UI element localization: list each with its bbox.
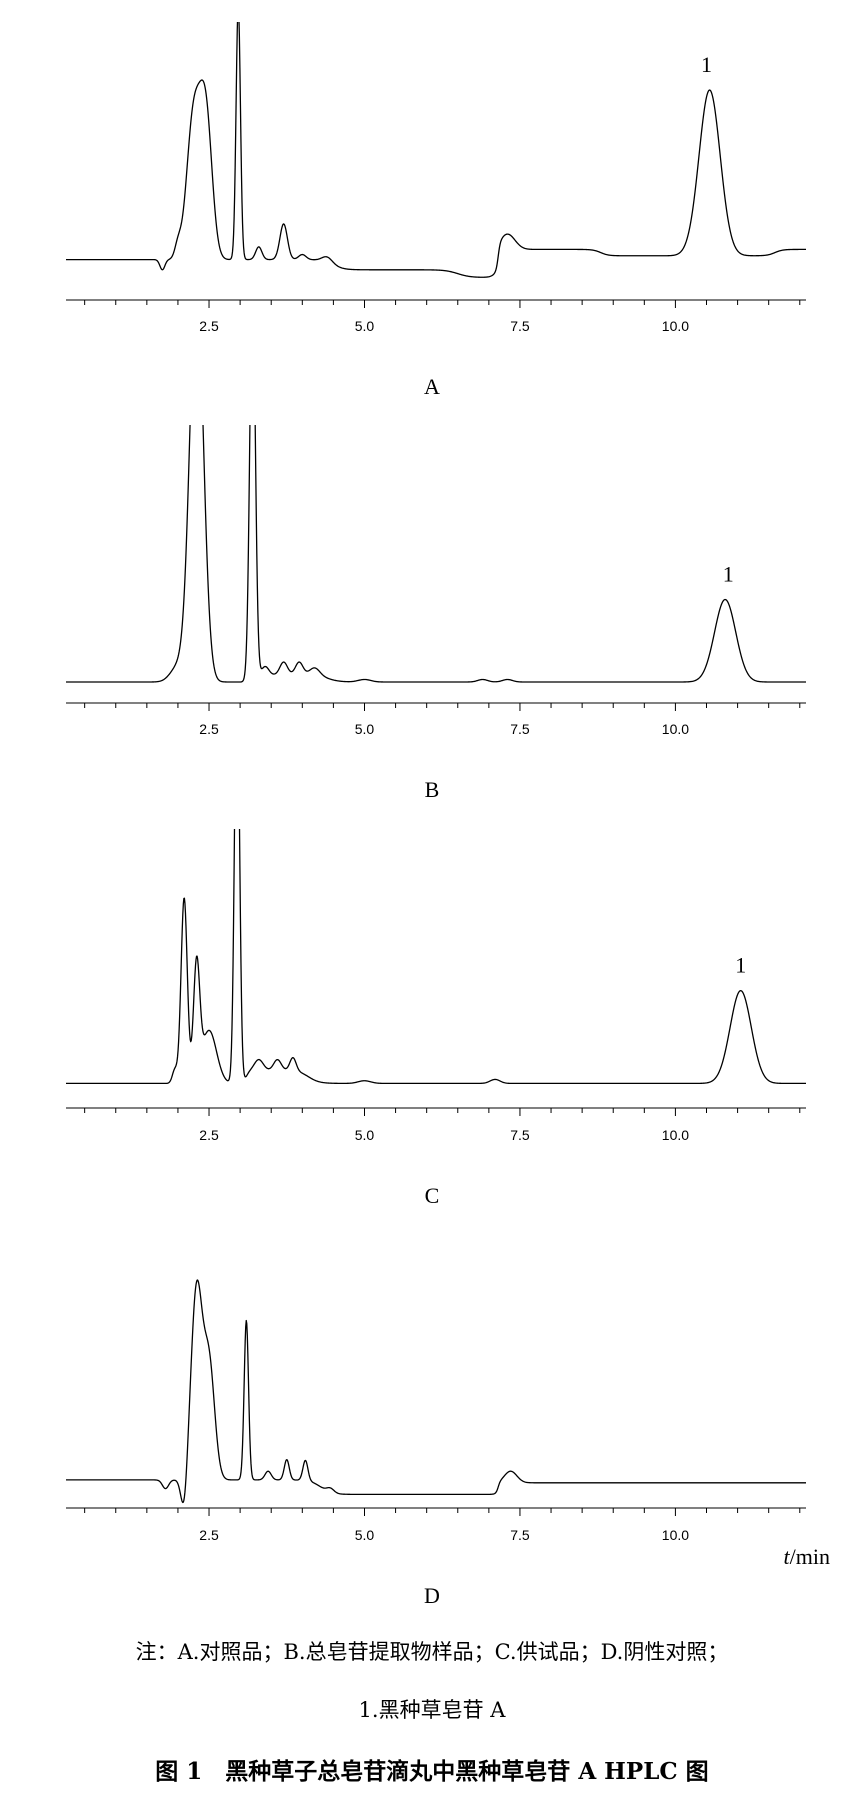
x-tick-label: 10.0 <box>662 721 689 737</box>
x-tick-label: 5.0 <box>355 318 375 334</box>
x-axis-unit-label: t/min <box>784 1544 830 1569</box>
peak-number-label: 1 <box>701 52 712 77</box>
x-tick-label: 7.5 <box>510 1127 530 1143</box>
x-tick-label: 7.5 <box>510 721 530 737</box>
panel-label-a: A <box>424 374 440 399</box>
x-tick-label: 5.0 <box>355 1127 375 1143</box>
peak-number-label: 1 <box>735 953 746 978</box>
peak-number-label: 1 <box>723 562 734 587</box>
figure-caption: 图 1 黑种草子总皂苷滴丸中黑种草皂苷 A HPLC 图 <box>155 1758 709 1785</box>
panel-label-d: D <box>424 1583 440 1608</box>
x-tick-label: 2.5 <box>199 1527 219 1543</box>
chromatogram-trace-c <box>65 829 807 1085</box>
x-tick-label: 7.5 <box>510 1527 530 1543</box>
chromatogram-panel-d: 2.5 5.0 7.5 10.0 t/min D <box>65 1279 830 1608</box>
chromatogram-trace-d <box>65 1279 807 1504</box>
figure-note-line-2: 1.黑种草皂苷 A <box>358 1698 506 1722</box>
x-tick-label: 10.0 <box>662 1527 689 1543</box>
chromatogram-trace-a <box>65 22 807 278</box>
x-tick-label: 5.0 <box>355 721 375 737</box>
panel-label-b: B <box>425 777 440 802</box>
chromatogram-panel-a: 2.5 5.0 7.5 10.0 1 A <box>65 22 807 399</box>
x-tick-label: 5.0 <box>355 1527 375 1543</box>
chromatogram-trace-b <box>65 425 807 683</box>
chromatogram-panel-c: 2.5 5.0 7.5 10.0 1 C <box>65 829 807 1208</box>
x-tick-label: 10.0 <box>662 318 689 334</box>
x-tick-label: 7.5 <box>510 318 530 334</box>
x-tick-label: 2.5 <box>199 1127 219 1143</box>
x-tick-label: 2.5 <box>199 721 219 737</box>
figure-note-line-1: 注：A.对照品；B.总皂苷提取物样品；C.供试品；D.阴性对照； <box>135 1640 729 1664</box>
panel-label-c: C <box>425 1183 440 1208</box>
chromatogram-panel-b: 2.5 5.0 7.5 10.0 1 B <box>65 425 807 802</box>
x-tick-label: 10.0 <box>662 1127 689 1143</box>
x-tick-label: 2.5 <box>199 318 219 334</box>
